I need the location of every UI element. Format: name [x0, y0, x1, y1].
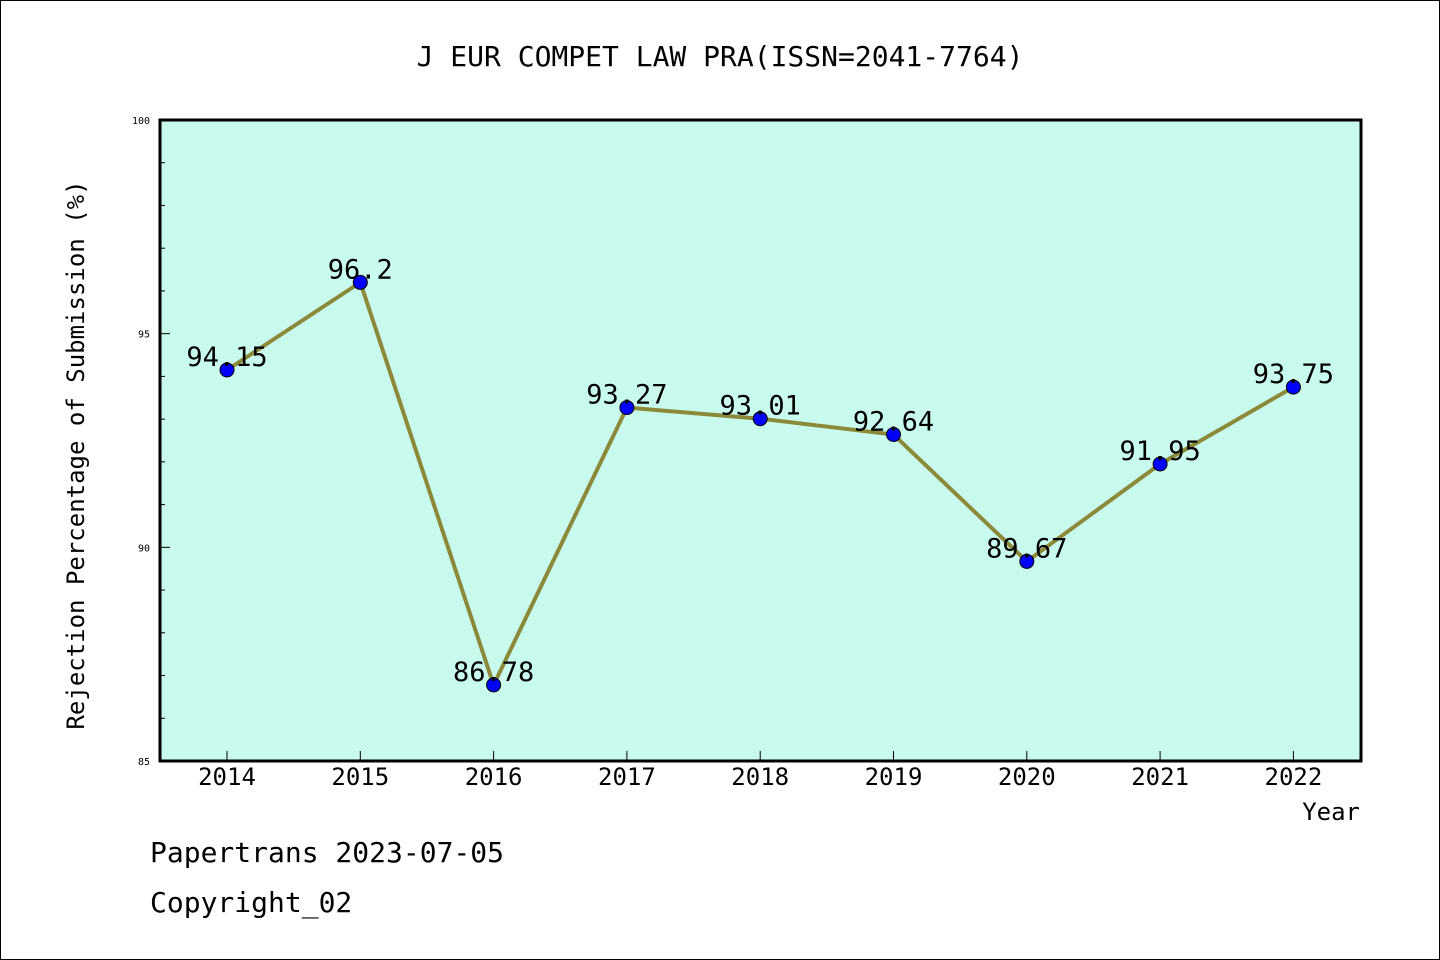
data-label: 89.67 [986, 533, 1067, 564]
data-point-marker [352, 274, 368, 290]
plot-area [158, 118, 1363, 763]
data-markers [219, 274, 1301, 693]
data-label: 92.64 [853, 407, 934, 438]
y-tick-label: 100 [132, 116, 150, 127]
y-tick-label: 90 [138, 543, 150, 554]
x-tick-label: 2014 [198, 763, 256, 791]
y-axis-ticks: 85 90 95 100 [132, 116, 170, 768]
data-label: 91.95 [1119, 436, 1200, 467]
data-label: 93.27 [586, 380, 667, 411]
x-tick-label: 2022 [1265, 763, 1323, 791]
x-axis-label: Year [1302, 798, 1360, 826]
x-tick-label: 2019 [865, 763, 923, 791]
x-axis-ticks: 2014 2015 2016 2017 2018 2019 2020 2021 2022 [198, 751, 1322, 791]
y-tick-label: 85 [138, 757, 150, 768]
x-tick-label: 2018 [731, 763, 789, 791]
x-tick-label: 2021 [1131, 763, 1189, 791]
y-axis-label: Rejection Percentage of Submission (%) [62, 180, 90, 729]
footer-date-text: Papertrans 2023-07-05 [150, 836, 505, 869]
x-tick-label: 2020 [998, 763, 1056, 791]
data-label: 86.78 [453, 657, 534, 688]
data-point-marker [886, 427, 901, 443]
data-point-marker [752, 411, 768, 427]
data-label: 94.15 [186, 342, 267, 373]
x-tick-label: 2015 [331, 763, 389, 791]
data-labels: 94.15 96.2 86.78 93.27 93.01 92.64 89.67 91.95 9… [186, 254, 1334, 688]
chart-title: J EUR COMPET LAW PRA(ISSN=2041-7764) [417, 40, 1024, 73]
data-label: 93.01 [720, 391, 801, 422]
data-label: 96.2 [328, 254, 393, 285]
data-label: 93.75 [1253, 359, 1334, 390]
data-point-marker [1019, 553, 1035, 569]
footer-copyright-text: Copyright_02 [150, 886, 353, 919]
y-tick-label: 95 [138, 330, 150, 341]
data-point-marker [486, 677, 502, 693]
x-tick-label: 2017 [598, 763, 656, 791]
data-point-marker [1152, 456, 1168, 472]
data-point-marker [1285, 379, 1301, 395]
x-tick-label: 2016 [465, 763, 523, 791]
data-point-marker [619, 400, 635, 416]
data-point-marker [219, 362, 235, 378]
